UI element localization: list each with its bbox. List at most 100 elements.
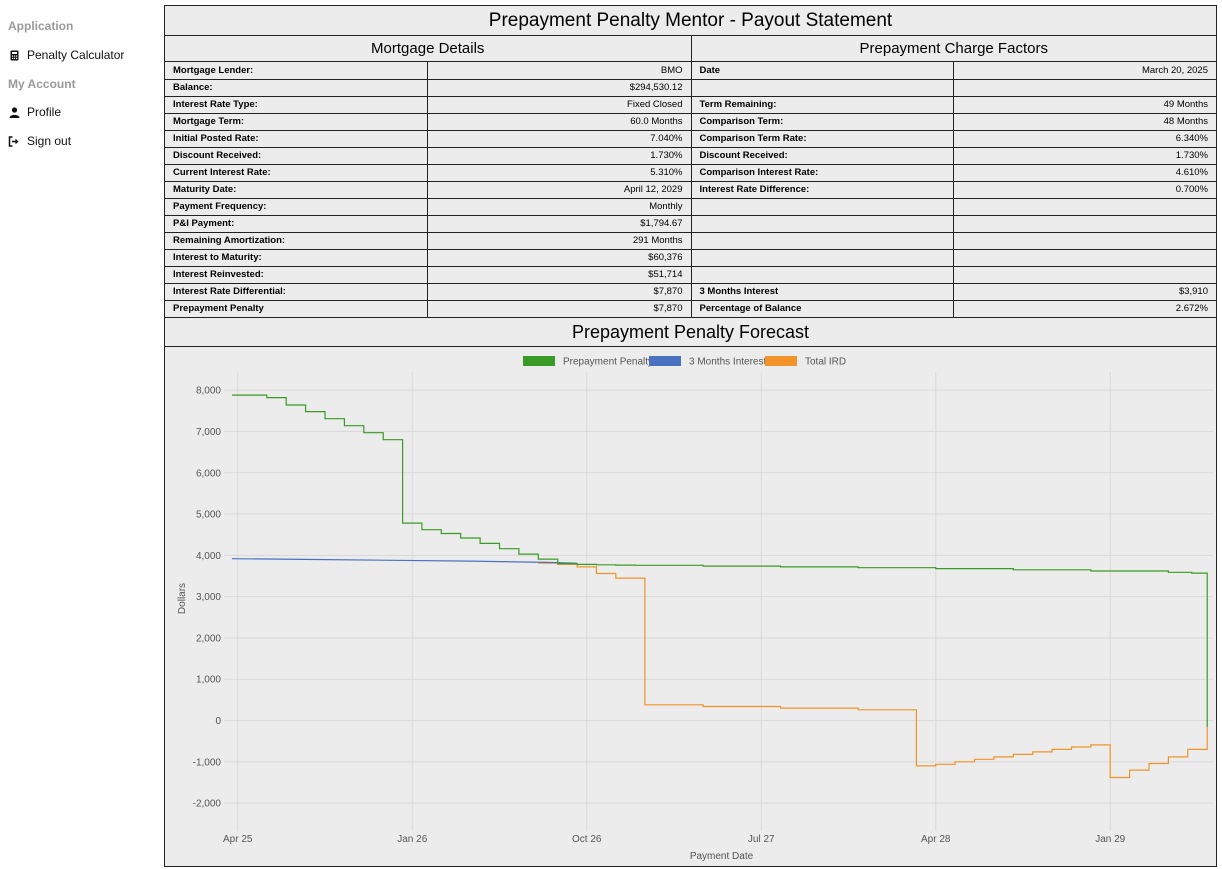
table-row: Interest to Maturity: $60,376	[165, 248, 691, 266]
forecast-chart: 8,000 7,000 6,000 5,000 4,000 3,000 2,000 1,000…	[165, 347, 1216, 865]
row-value: 48 Months	[953, 112, 1216, 130]
y-tick-label: 6,000	[196, 468, 221, 479]
row-value: $1,794.67	[427, 214, 691, 232]
row-value: 5.310%	[427, 163, 691, 181]
row-value: 0.700%	[953, 180, 1216, 198]
sidebar-item-label: Penalty Calculator	[27, 48, 125, 62]
sidebar-item-penalty-calculator[interactable]: Penalty Calculator	[8, 48, 124, 62]
y-tick-label: 8,000	[196, 386, 221, 397]
table-row: Discount Received: 1.730%	[691, 146, 1216, 164]
table-row: Interest Rate Differential: $7,870	[165, 282, 691, 300]
row-value: March 20, 2025	[953, 62, 1216, 79]
row-label: Interest Rate Type:	[165, 95, 428, 113]
row-label: P&I Payment:	[165, 214, 428, 232]
table-row: P&I Payment: $1,794.67	[165, 214, 691, 232]
table-row: Mortgage Lender: BMO	[165, 62, 691, 79]
row-value: April 12, 2029	[427, 180, 691, 198]
row-label: Comparison Term Rate:	[691, 129, 954, 147]
row-label: Interest to Maturity:	[165, 248, 428, 266]
row-value: 2.672%	[953, 299, 1216, 317]
row-value: 1.730%	[953, 146, 1216, 164]
sidebar-item-sign-out[interactable]: Sign out	[8, 134, 71, 148]
row-value: $7,870	[427, 282, 691, 300]
table-row	[691, 265, 1216, 283]
table-row: Balance: $294,530.12	[165, 78, 691, 96]
table-row: Mortgage Term: 60.0 Months	[165, 112, 691, 130]
x-tick-label: Jul 27	[748, 834, 775, 845]
row-label: Mortgage Lender:	[173, 64, 254, 76]
table-row	[691, 214, 1216, 232]
row-value: Monthly	[427, 197, 691, 215]
table-row: Initial Posted Rate: 7.040%	[165, 129, 691, 147]
row-label: Initial Posted Rate:	[165, 129, 428, 147]
charge-factors-title: Prepayment Charge Factors	[691, 36, 1216, 62]
sidebar-heading-my-account: My Account	[8, 77, 76, 91]
sidebar-item-label: Profile	[27, 105, 62, 119]
y-tick-label: -2,000	[193, 799, 222, 810]
report-title: Prepayment Penalty Mentor - Payout State…	[165, 6, 1216, 36]
charge-factors-section: Prepayment Charge Factors Date March 20, …	[690, 36, 1216, 317]
row-value: 291 Months	[427, 231, 691, 249]
table-row: Term Remaining: 49 Months	[691, 95, 1216, 113]
sidebar-item-profile[interactable]: Profile	[8, 105, 61, 119]
table-row: Interest Rate Type: Fixed Closed	[165, 95, 691, 113]
legend-label: Total IRD	[805, 357, 846, 368]
legend-swatch	[765, 356, 797, 366]
row-label	[691, 248, 954, 266]
sidebar-heading-application: Application	[8, 19, 74, 33]
details-sections: Mortgage Details Mortgage Lender: BMO Bala…	[165, 36, 1216, 318]
row-label: Remaining Amortization:	[165, 231, 428, 249]
row-label: Prepayment Penalty	[165, 299, 428, 317]
row-value: 4.610%	[953, 163, 1216, 181]
calculator-icon	[8, 49, 20, 61]
row-label: Current Interest Rate:	[165, 163, 428, 181]
forecast-chart-svg: 8,000 7,000 6,000 5,000 4,000 3,000 2,000 1,000…	[177, 356, 1213, 862]
table-row: Discount Received: 1.730%	[165, 146, 691, 164]
row-value: $3,910	[953, 282, 1216, 300]
row-label: Interest Rate Difference:	[691, 180, 954, 198]
table-row	[691, 248, 1216, 266]
table-row	[691, 78, 1216, 96]
table-row: Comparison Term: 48 Months	[691, 112, 1216, 130]
prepayment-penalty-line	[231, 394, 1208, 727]
row-label: Mortgage Term:	[165, 112, 428, 130]
row-label: Comparison Term:	[691, 112, 954, 130]
y-axis-title: Dollars	[177, 583, 188, 614]
payout-statement: Prepayment Penalty Mentor - Payout State…	[164, 5, 1217, 867]
row-value	[953, 197, 1216, 215]
row-value: 49 Months	[953, 95, 1216, 113]
row-label: Balance:	[165, 78, 428, 96]
row-label: Percentage of Balance	[691, 299, 954, 317]
table-row: Interest Rate Difference: 0.700%	[691, 180, 1216, 198]
row-label: Date	[699, 64, 721, 76]
mortgage-details-table: Mortgage Lender: BMO Balance: $294,530.12 In…	[165, 62, 691, 317]
row-value	[953, 265, 1216, 283]
table-row: Date March 20, 2025	[692, 62, 1216, 79]
x-tick-label: Jan 26	[397, 834, 427, 845]
y-tick-label: 3,000	[196, 592, 221, 603]
row-label	[691, 78, 954, 96]
sidebar-item-label: Sign out	[27, 134, 72, 148]
table-row	[691, 231, 1216, 249]
row-value: $60,376	[427, 248, 691, 266]
row-value	[953, 231, 1216, 249]
row-label: Maturity Date:	[165, 180, 428, 198]
row-label	[691, 231, 954, 249]
y-tick-label: -1,000	[193, 757, 222, 768]
3-months-interest-line	[231, 558, 578, 564]
charge-factors-table: Date March 20, 2025 Term Remaining: 49 Mont…	[691, 62, 1216, 317]
row-value	[953, 214, 1216, 232]
row-label: Discount Received:	[691, 146, 954, 164]
row-value: $294,530.12	[427, 78, 691, 96]
y-tick-label: 4,000	[196, 551, 221, 562]
row-value	[953, 78, 1216, 96]
y-tick-label: 5,000	[196, 510, 221, 521]
mortgage-details-title: Mortgage Details	[165, 36, 691, 62]
table-row: 3 Months Interest $3,910	[691, 282, 1216, 300]
table-row: Remaining Amortization: 291 Months	[165, 231, 691, 249]
x-tick-label: Apr 28	[921, 834, 951, 845]
row-value: 7.040%	[427, 129, 691, 147]
x-tick-label: Apr 25	[223, 834, 253, 845]
row-value	[953, 248, 1216, 266]
user-icon	[8, 106, 20, 118]
